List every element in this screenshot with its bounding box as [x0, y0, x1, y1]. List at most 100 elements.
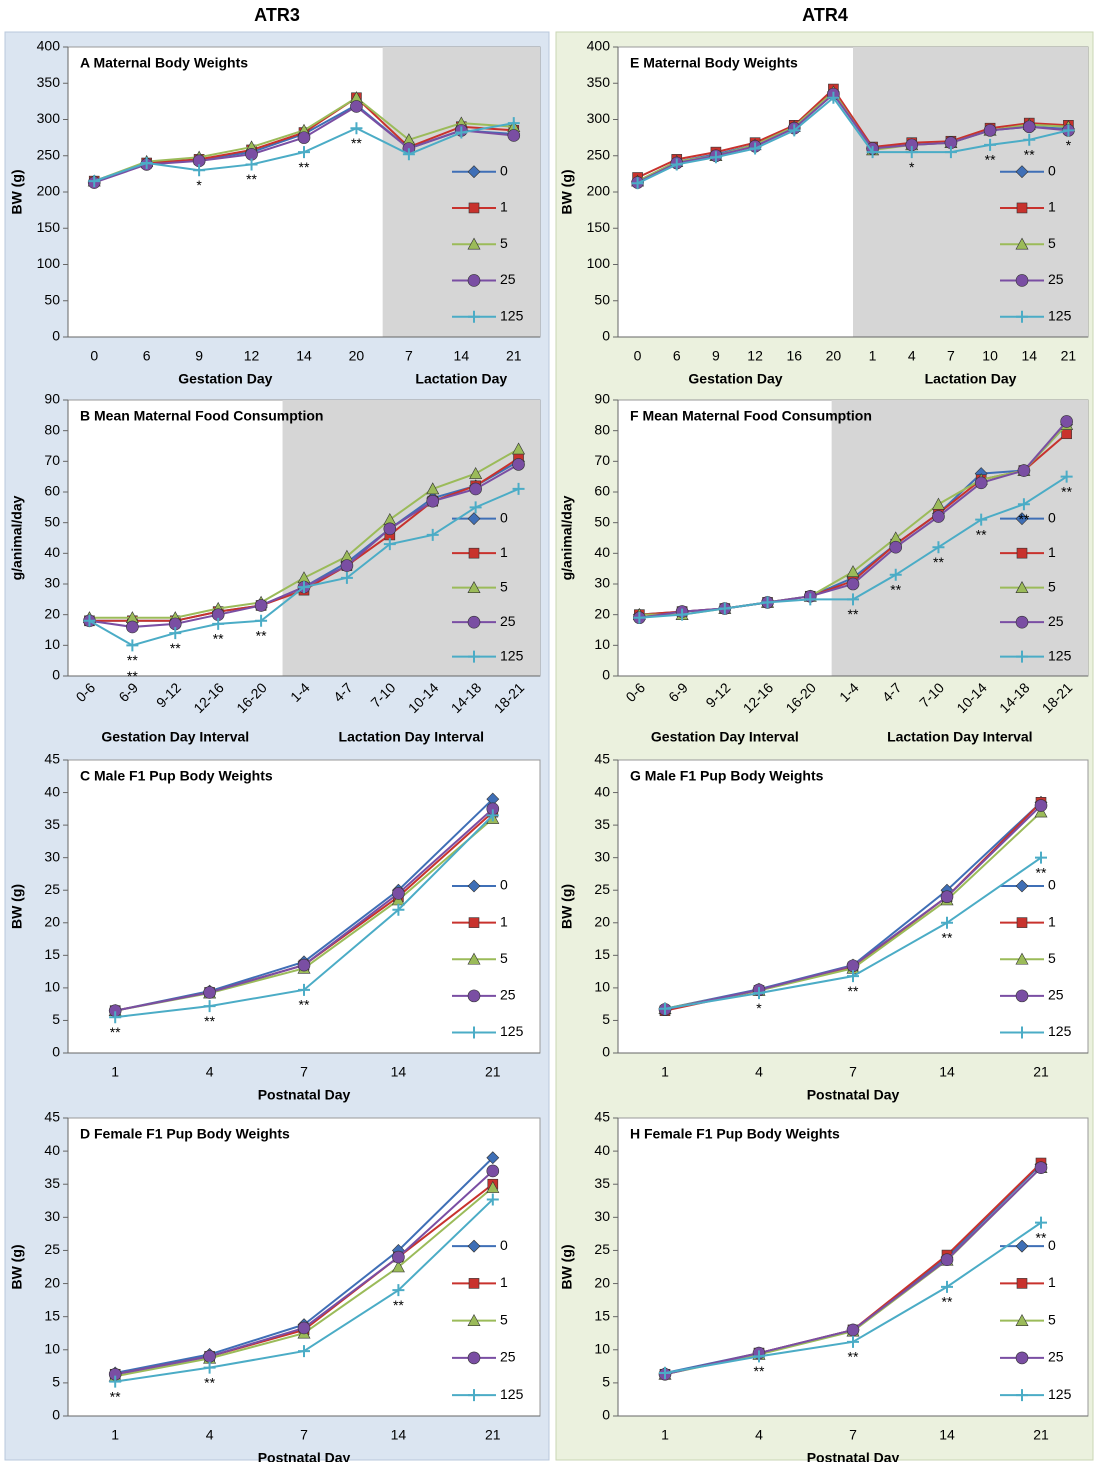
legend-marker [467, 165, 481, 179]
marker [670, 158, 683, 171]
legend-marker [1015, 1314, 1029, 1326]
legend-label: 25 [500, 1349, 516, 1365]
y-tick-label: 0 [602, 328, 610, 344]
x-tick-label: 7 [300, 1427, 308, 1443]
marker [297, 1321, 311, 1335]
legend-marker [468, 650, 480, 663]
x-tick-label: 7 [947, 348, 955, 364]
legend-marker [467, 879, 481, 893]
x-tick-label: 4 [206, 1064, 214, 1080]
marker [940, 1253, 954, 1267]
legend-label: 5 [1048, 1311, 1056, 1327]
marker [469, 501, 482, 514]
marker [846, 1323, 860, 1337]
legend-marker [468, 1389, 480, 1402]
x-tick-label: 14 [296, 348, 312, 364]
y-axis-label: BW (g) [559, 1244, 575, 1289]
legend-marker [468, 917, 480, 928]
legend-marker [1016, 650, 1028, 663]
shaded-region [382, 47, 540, 337]
marker [827, 91, 840, 104]
legend-label: 5 [1048, 950, 1056, 966]
marker [507, 129, 521, 142]
marker [109, 1375, 122, 1388]
x-tick-label: 1 [661, 1064, 669, 1080]
marker [932, 510, 945, 523]
y-axis-label: BW (g) [9, 169, 25, 214]
marker [392, 903, 405, 916]
marker [140, 157, 153, 169]
annotation: ** [110, 1388, 121, 1404]
y-tick-label: 25 [44, 1241, 60, 1257]
legend-label: 0 [500, 509, 508, 525]
annotation: ** [170, 640, 181, 656]
legend-marker [1015, 989, 1029, 1003]
y-tick-label: 70 [44, 452, 60, 468]
marker [1017, 464, 1031, 477]
y-tick-label: 150 [587, 219, 611, 235]
y-tick-label: 5 [52, 1011, 60, 1027]
y-tick-label: 40 [594, 544, 610, 560]
y-tick-label: 40 [594, 1142, 610, 1158]
legend-label: 5 [500, 1311, 508, 1327]
annotation: ** [1061, 483, 1072, 499]
marker [749, 142, 762, 155]
x-tick-label: 14 [939, 1427, 955, 1443]
marker [245, 158, 258, 171]
marker [847, 1335, 859, 1348]
x-tick-label: 7 [300, 1064, 308, 1080]
x-tick-label: 21 [1033, 1064, 1049, 1080]
y-tick-label: 40 [594, 783, 610, 799]
legend-label: 0 [1048, 1237, 1056, 1253]
y-tick-label: 30 [44, 848, 60, 864]
x-axis-label: Lactation Day Interval [887, 729, 1033, 745]
legend-marker [1016, 310, 1028, 323]
y-tick-label: 25 [594, 881, 610, 897]
legend-marker [467, 1351, 481, 1365]
x-tick-label: 4 [755, 1064, 763, 1080]
marker [1017, 498, 1030, 511]
annotation: ** [942, 1294, 953, 1310]
legend-marker [467, 581, 481, 593]
annotation: ** [754, 1363, 765, 1379]
x-tick-label: 7 [849, 1064, 857, 1080]
legend-marker [468, 202, 480, 214]
y-tick-label: 30 [594, 1208, 610, 1224]
y-tick-label: 15 [594, 1307, 610, 1323]
marker [469, 466, 483, 479]
legend-marker [1015, 581, 1029, 593]
legend-marker [1016, 202, 1028, 214]
legend-label: 125 [1048, 1386, 1072, 1402]
legend-marker [468, 310, 480, 323]
x-tick-label: 4 [908, 348, 916, 364]
y-tick-label: 300 [587, 110, 611, 126]
y-tick-label: 20 [594, 1274, 610, 1290]
y-tick-label: 30 [594, 848, 610, 864]
legend-label: 0 [500, 877, 508, 893]
y-tick-label: 250 [37, 146, 61, 162]
marker [1034, 1161, 1048, 1174]
x-tick-label: 21 [1061, 348, 1077, 364]
annotation: ** [204, 1374, 215, 1390]
series-line [637, 87, 1069, 179]
x-tick-label: 6 [143, 348, 151, 364]
annotation: ** [127, 668, 138, 684]
marker [383, 522, 397, 536]
marker [512, 458, 525, 471]
y-tick-label: 10 [44, 636, 60, 652]
legend-label: 1 [500, 199, 508, 215]
marker [631, 177, 644, 190]
marker [1061, 428, 1072, 440]
annotation: ** [1024, 147, 1035, 163]
shaded-region [853, 47, 1088, 337]
x-axis-label: Postnatal Day [807, 1087, 900, 1103]
marker [392, 1250, 405, 1264]
y-tick-label: 35 [594, 816, 610, 832]
annotation: ** [985, 152, 996, 168]
legend-label: 5 [500, 950, 508, 966]
marker [126, 639, 139, 652]
y-tick-label: 45 [594, 751, 610, 767]
column-header: ATR3 [254, 5, 300, 25]
annotation: ** [213, 631, 224, 647]
marker [1062, 124, 1075, 137]
